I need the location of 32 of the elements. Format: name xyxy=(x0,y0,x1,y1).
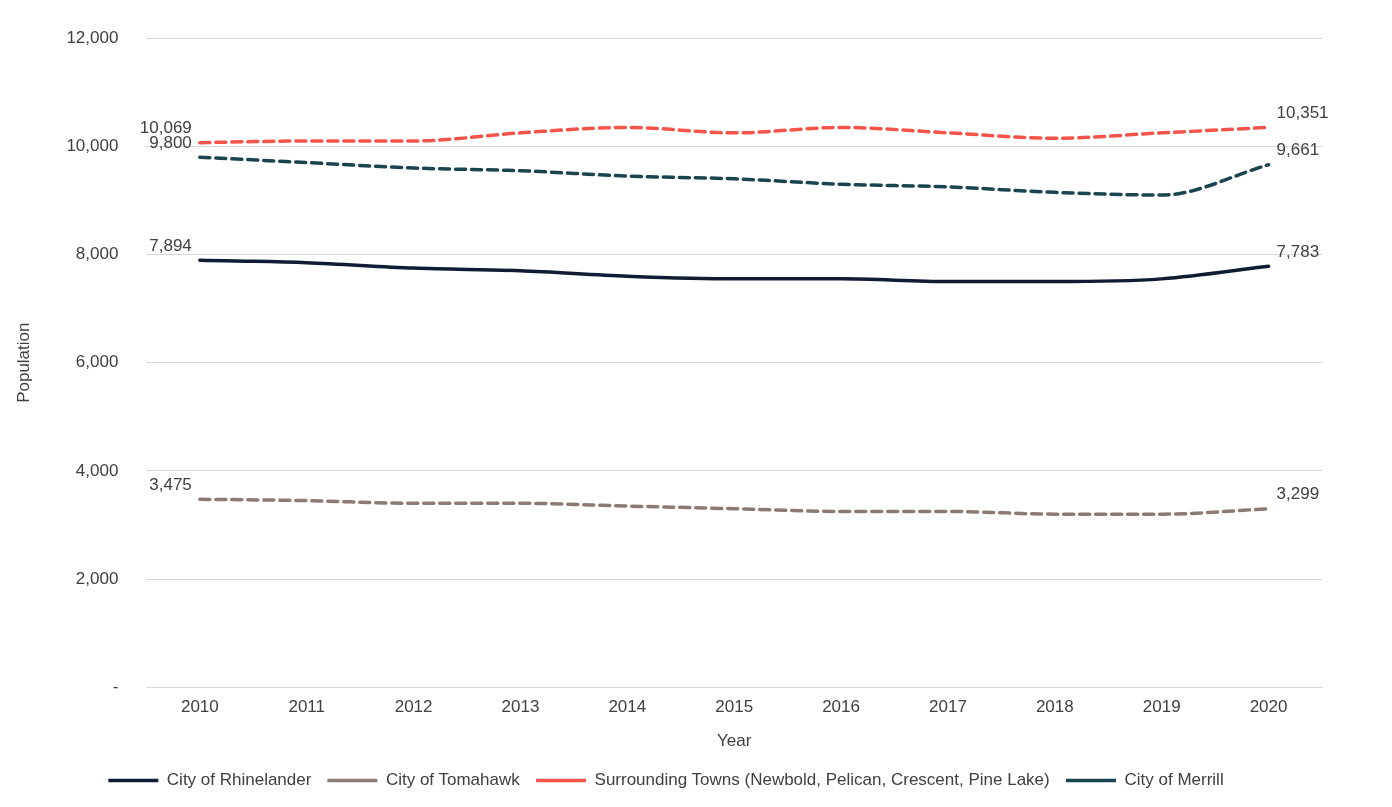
x-tick-label: 2020 xyxy=(1249,697,1288,717)
line-series xyxy=(198,155,1271,197)
y-tick-label: 6,000 xyxy=(75,352,119,372)
data-label: 3,299 xyxy=(1276,484,1320,504)
x-tick-label: 2016 xyxy=(822,697,860,717)
data-label: 7,783 xyxy=(1276,241,1320,261)
legend-label: City of Tomahawk xyxy=(385,770,521,790)
x-tick-label: 2012 xyxy=(394,697,433,717)
y-tick-label: 4,000 xyxy=(75,460,119,480)
legend-label: City of Merrill xyxy=(1124,770,1224,790)
x-tick-label: 2011 xyxy=(288,697,325,717)
x-tick-label: 2010 xyxy=(180,697,219,717)
line-series xyxy=(198,258,1271,284)
data-label: 7,894 xyxy=(149,235,192,255)
y-axis-title: Population xyxy=(13,322,33,403)
x-tick-label: 2013 xyxy=(501,697,540,717)
x-tick-label: 2017 xyxy=(929,697,967,717)
x-axis-title: Year xyxy=(717,731,752,751)
legend-label: City of Rhinelander xyxy=(166,770,312,790)
x-tick-label: 2015 xyxy=(715,697,754,717)
y-tick-label: 10,000 xyxy=(66,136,119,156)
y-tick-label: - xyxy=(112,676,119,696)
data-label: 10,351 xyxy=(1276,103,1329,123)
y-tick-label: 2,000 xyxy=(75,568,119,588)
x-tick-label: 2019 xyxy=(1142,697,1181,717)
x-tick-label: 2014 xyxy=(608,697,647,717)
data-label: 9,661 xyxy=(1276,140,1320,160)
x-tick-label: 2018 xyxy=(1035,697,1074,717)
legend-label: Surrounding Towns (Newbold, Pelican, Crescent, Pine Lake) xyxy=(594,770,1050,790)
y-tick-label: 12,000 xyxy=(66,27,119,47)
y-tick-label: 8,000 xyxy=(75,244,119,264)
data-label: 3,475 xyxy=(149,474,192,494)
